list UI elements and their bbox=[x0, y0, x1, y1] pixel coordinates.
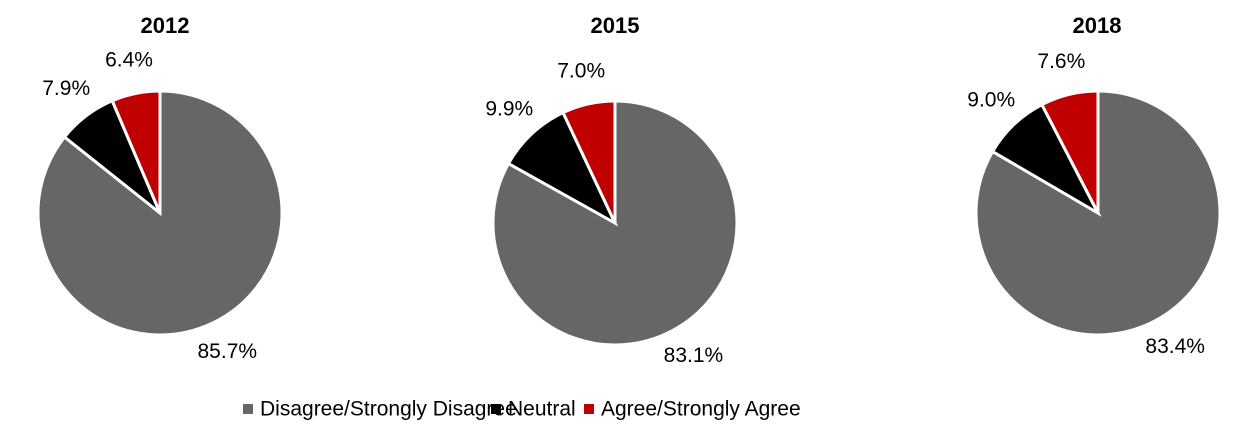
data-label: 9.9% bbox=[485, 97, 533, 120]
pie-slice bbox=[561, 99, 617, 224]
data-label: 7.9% bbox=[42, 77, 90, 100]
data-label: 85.7% bbox=[198, 340, 258, 363]
pie-slice bbox=[110, 89, 162, 214]
data-label: 83.1% bbox=[664, 344, 724, 367]
data-label: 7.6% bbox=[1037, 50, 1085, 73]
data-label: 83.4% bbox=[1145, 335, 1205, 358]
data-label: 6.4% bbox=[105, 49, 153, 72]
chart-title: 2012 bbox=[141, 13, 190, 38]
legend-marker bbox=[491, 404, 501, 414]
chart-title: 2015 bbox=[591, 13, 640, 38]
data-label: 7.0% bbox=[557, 59, 605, 82]
pie-slice bbox=[1039, 89, 1100, 214]
legend-marker bbox=[584, 404, 594, 414]
chart-title: 2018 bbox=[1073, 13, 1122, 38]
legend-label: Disagree/Strongly Disagree bbox=[260, 398, 517, 421]
data-label: 9.0% bbox=[967, 88, 1015, 111]
legend-label: Agree/Strongly Agree bbox=[601, 398, 801, 421]
legend-label: Neutral bbox=[508, 398, 576, 421]
legend-marker bbox=[243, 404, 253, 414]
